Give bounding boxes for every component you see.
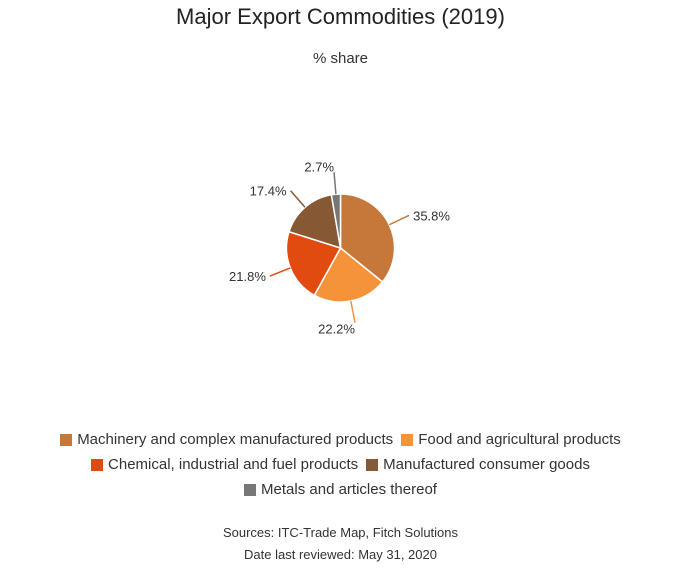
slice-chemical[interactable] xyxy=(285,230,342,297)
slice-data-label: 2.7% xyxy=(304,159,334,174)
pie-chart: 35.8% 22.2% 21.8% 17.4% 2.7% xyxy=(229,159,450,337)
legend-swatch xyxy=(401,433,414,446)
chart-legend: Machinery and complex manufactured produ… xyxy=(0,427,681,502)
slice-food[interactable] xyxy=(313,246,384,303)
legend-label: Machinery and complex manufactured produ… xyxy=(77,431,394,448)
legend-item-machinery[interactable]: Machinery and complex manufactured produ… xyxy=(60,431,393,448)
legend-label: Chemical, industrial and fuel products xyxy=(108,456,359,473)
slice-data-label: 22.2% xyxy=(318,322,355,337)
legend-swatch xyxy=(60,433,73,446)
legend-item-chemical[interactable]: Chemical, industrial and fuel products xyxy=(91,456,358,473)
legend-swatch xyxy=(366,458,379,471)
legend-swatch xyxy=(91,458,104,471)
leader-line xyxy=(388,214,410,226)
date-reviewed-text: Date last reviewed: May 31, 2020 xyxy=(244,547,437,562)
leader-line xyxy=(333,172,337,195)
slice-data-label: 35.8% xyxy=(413,208,450,223)
chart-subtitle: % share xyxy=(312,50,369,67)
legend-label: Manufactured consumer goods xyxy=(383,456,590,473)
leader-line xyxy=(289,190,306,208)
legend-item-food[interactable]: Food and agricultural products xyxy=(401,431,621,448)
slice-data-label: 21.8% xyxy=(229,269,266,284)
sources-text: Sources: ITC-Trade Map, Fitch Solutions xyxy=(222,525,459,540)
leader-line xyxy=(269,267,291,277)
chart-footer: Sources: ITC-Trade Map, Fitch Solutions … xyxy=(0,522,681,566)
slice-metals[interactable] xyxy=(330,193,342,249)
legend-label: Food and agricultural products xyxy=(418,431,621,448)
legend-label: Metals and articles thereof xyxy=(261,481,437,498)
legend-item-metals[interactable]: Metals and articles thereof xyxy=(244,481,437,498)
chart-title: Major Export Commodities (2019) xyxy=(176,4,505,29)
legend-swatch xyxy=(244,483,257,496)
leader-line xyxy=(350,300,356,323)
slice-data-label: 17.4% xyxy=(250,184,287,199)
legend-item-consumer-goods[interactable]: Manufactured consumer goods xyxy=(366,456,590,473)
